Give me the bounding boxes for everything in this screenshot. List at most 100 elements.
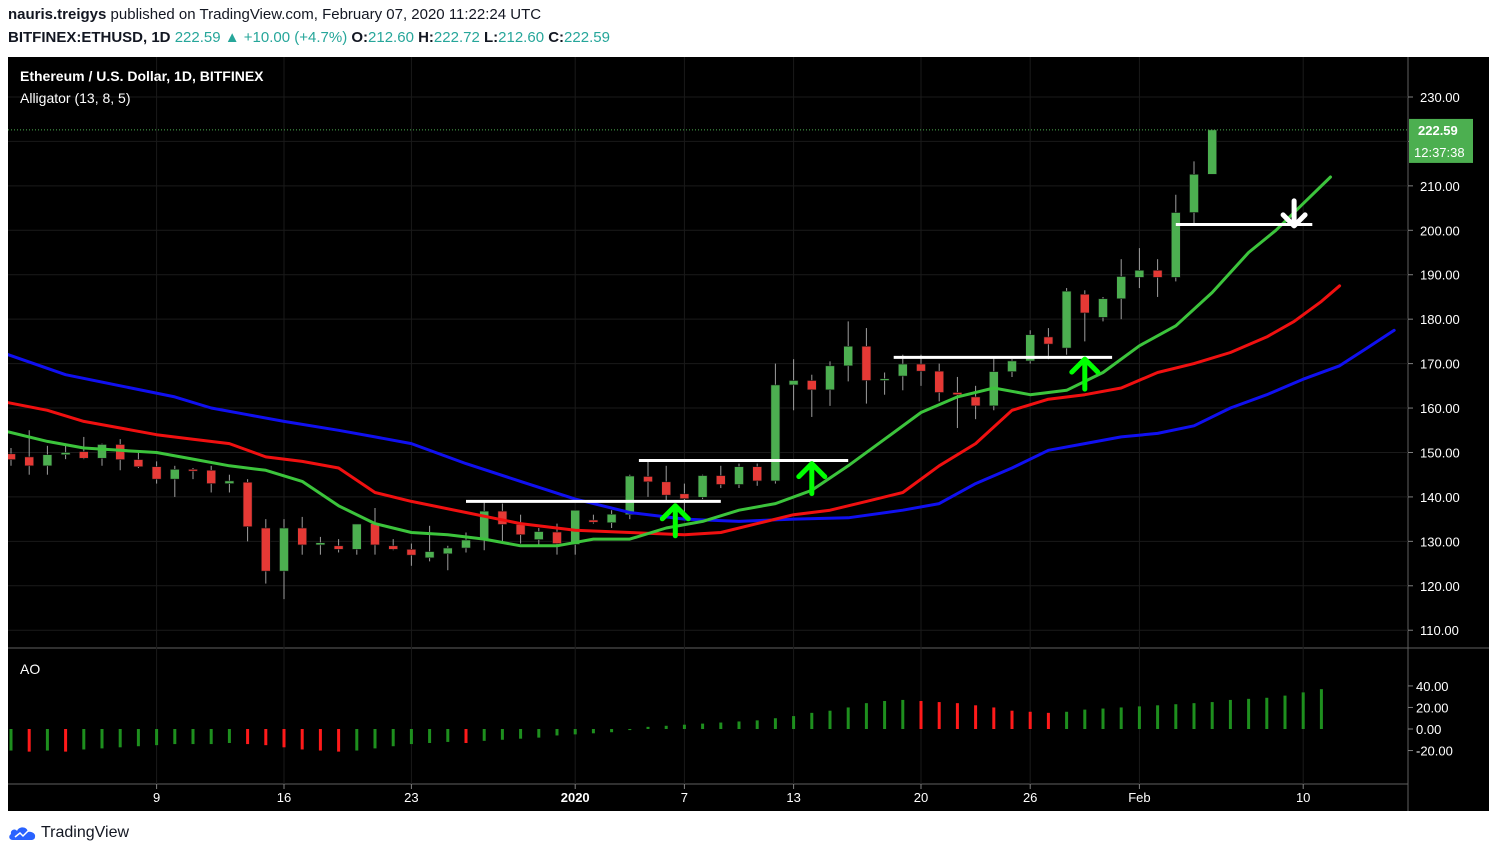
x-axis-label: 20 xyxy=(914,790,928,805)
candle-body xyxy=(970,396,981,407)
candle-body xyxy=(1189,174,1199,213)
candle xyxy=(588,514,599,524)
candle xyxy=(715,465,726,489)
candle xyxy=(806,374,817,417)
candle-body xyxy=(279,527,289,572)
high-label: H: xyxy=(418,29,434,46)
x-axis-label: 10 xyxy=(1296,790,1310,805)
candle xyxy=(1152,259,1163,297)
candle-body xyxy=(1134,269,1145,278)
candle-body xyxy=(79,451,89,459)
x-axis-label: 2020 xyxy=(561,790,590,805)
candle xyxy=(643,461,653,497)
candle-body xyxy=(115,444,125,460)
y-axis-label: 180.00 xyxy=(1420,312,1460,327)
candle xyxy=(188,468,198,480)
close-value: 222.59 xyxy=(564,29,610,46)
candle-body xyxy=(6,453,16,460)
candle-body xyxy=(934,370,945,393)
tradingview-logo[interactable]: TradingView xyxy=(8,824,129,842)
y-axis-label: 140.00 xyxy=(1420,490,1460,505)
y-axis-label: 170.00 xyxy=(1420,357,1460,372)
alligator-teeth-line xyxy=(0,284,1342,537)
candle xyxy=(770,363,781,484)
candle-body xyxy=(1025,334,1036,362)
candle-body xyxy=(879,378,890,381)
y-axis-label: 160.00 xyxy=(1420,401,1460,416)
candle xyxy=(916,354,926,386)
candle xyxy=(442,545,453,571)
brand-name: TradingView xyxy=(41,824,130,841)
candle-body xyxy=(1007,360,1017,372)
chart-title: Ethereum / U.S. Dollar, 1D, BITFINEX xyxy=(20,68,264,84)
publish-info: nauris.treigys published on TradingView.… xyxy=(8,6,541,23)
indicator-label: Alligator (13, 8, 5) xyxy=(20,90,131,106)
candle xyxy=(151,461,162,484)
candle-body xyxy=(661,481,672,496)
low-value: 212.60 xyxy=(498,29,545,46)
up-arrow-icon xyxy=(796,461,828,497)
open-label: O: xyxy=(351,29,369,46)
symbol-label: BITFINEX:ETHUSD, 1D xyxy=(8,29,171,46)
candle-body xyxy=(570,509,581,545)
ao-axis-label: 40.00 xyxy=(1416,679,1449,694)
y-axis-label: 150.00 xyxy=(1420,445,1460,460)
candle-body xyxy=(552,531,562,544)
candle-body xyxy=(588,519,599,523)
candle-body xyxy=(424,551,435,559)
candle-body xyxy=(1152,269,1163,278)
candle-body xyxy=(206,469,216,484)
candle-body xyxy=(770,384,781,482)
x-axis-label: Feb xyxy=(1128,790,1150,805)
candle-body xyxy=(224,480,235,484)
ao-axis-label: 0.00 xyxy=(1416,722,1441,737)
high-value: 222.72 xyxy=(433,29,480,46)
candle-body xyxy=(315,542,326,546)
chart-area[interactable]: 230.00220.00210.00200.00190.00180.00170.… xyxy=(0,57,1489,811)
candle-body xyxy=(1171,212,1181,278)
up-arrow-icon xyxy=(1069,356,1101,392)
candle-body xyxy=(24,456,35,467)
ao-label: AO xyxy=(20,661,40,677)
candle-body xyxy=(60,452,71,456)
candle-body xyxy=(297,527,308,546)
candle-body xyxy=(333,545,344,550)
author-name[interactable]: nauris.treigys xyxy=(8,6,107,23)
candle-body xyxy=(515,524,526,535)
cloud-icon xyxy=(9,827,36,840)
y-axis-label: 110.00 xyxy=(1420,623,1459,638)
open-value: 212.60 xyxy=(368,29,414,46)
candle-body xyxy=(461,539,471,549)
candle xyxy=(788,359,799,411)
candle-body xyxy=(1080,293,1090,314)
y-axis-label: 230.00 xyxy=(1420,90,1460,105)
candle-body xyxy=(133,459,144,468)
candle xyxy=(333,539,344,553)
candle xyxy=(879,372,890,395)
ao-axis-label: -20.00 xyxy=(1416,744,1453,759)
candle-body xyxy=(843,345,854,367)
candle-body xyxy=(861,345,872,381)
candle xyxy=(424,525,435,562)
candle xyxy=(261,519,271,584)
candle-body xyxy=(261,527,271,572)
candle-body xyxy=(170,469,180,480)
candle xyxy=(351,523,362,555)
ao-axis-label: 20.00 xyxy=(1416,700,1449,715)
candle-body xyxy=(606,513,617,523)
candle xyxy=(1007,359,1017,377)
candle-body xyxy=(1207,129,1217,175)
candle xyxy=(224,474,235,493)
chart-canvas[interactable]: 230.00220.00210.00200.00190.00180.00170.… xyxy=(0,57,1489,811)
candle-body xyxy=(679,493,690,499)
candle-body xyxy=(643,476,653,483)
candle xyxy=(934,363,945,402)
y-axis-label: 130.00 xyxy=(1420,534,1460,549)
candle xyxy=(315,536,326,555)
candle-body xyxy=(151,466,162,480)
alligator-lips-line xyxy=(0,175,1332,548)
up-arrow-icon xyxy=(659,503,691,539)
candle xyxy=(825,361,835,406)
candle xyxy=(606,510,617,529)
candle xyxy=(1207,129,1217,175)
